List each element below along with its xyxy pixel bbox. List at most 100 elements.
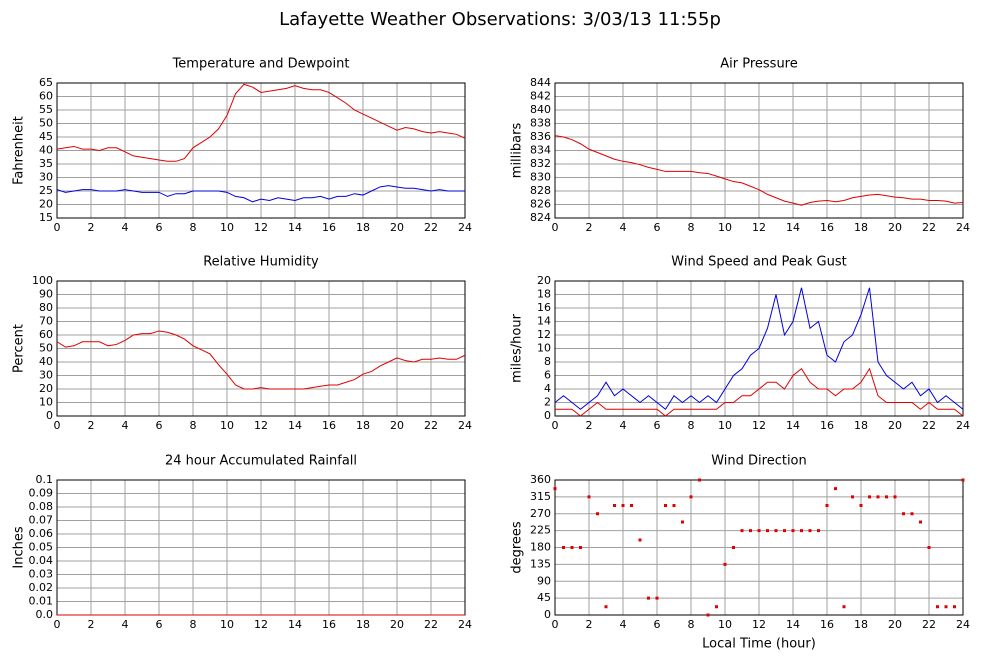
y-tick-label: 65 <box>39 76 53 89</box>
chart-title: Temperature and Dewpoint <box>172 57 350 72</box>
scatter-point <box>885 495 888 499</box>
chart-title: Air Pressure <box>720 57 798 72</box>
y-tick-label: 40 <box>39 355 53 368</box>
y-tick-label: 6 <box>544 369 551 382</box>
y-tick-label: 14 <box>537 315 551 328</box>
x-tick-label: 18 <box>854 419 868 432</box>
x-tick-label: 22 <box>922 221 936 234</box>
y-tick-label: 4 <box>544 382 551 395</box>
x-tick-label: 24 <box>458 221 472 234</box>
x-tick-label: 4 <box>620 419 627 432</box>
x-tick-label: 10 <box>718 221 732 234</box>
x-tick-label: 2 <box>88 618 95 631</box>
y-tick-label: 90 <box>537 574 551 587</box>
scatter-point <box>851 495 854 499</box>
chart-title: Wind Speed and Peak Gust <box>671 255 846 270</box>
x-tick-label: 18 <box>854 221 868 234</box>
scatter-point <box>587 495 591 499</box>
scatter-point <box>604 605 608 609</box>
chart-title: 24 hour Accumulated Rainfall <box>165 454 357 469</box>
scatter-point <box>638 538 642 542</box>
scatter-point <box>613 504 616 507</box>
x-tick-label: 24 <box>956 221 970 234</box>
scatter-point <box>842 605 846 609</box>
x-tick-label: 14 <box>786 419 800 432</box>
scatter-point <box>783 529 786 533</box>
x-tick-label: 6 <box>654 419 661 432</box>
y-tick-label: 0.07 <box>29 514 54 527</box>
x-tick-label: 0 <box>54 618 61 631</box>
x-tick-label: 0 <box>552 618 559 631</box>
x-tick-label: 24 <box>458 419 472 432</box>
plot-frame <box>554 479 964 616</box>
scatter-point <box>944 605 948 609</box>
y-tick-label: 824 <box>530 211 551 224</box>
x-tick-label: 20 <box>390 618 404 631</box>
scatter-point <box>740 529 744 533</box>
line-series <box>56 330 466 390</box>
x-tick-label: 24 <box>458 618 472 631</box>
x-tick-label: 18 <box>854 618 868 631</box>
y-tick-label: 180 <box>530 541 551 554</box>
scatter-point <box>664 504 667 507</box>
scatter-point <box>570 546 574 549</box>
x-tick-label: 10 <box>220 618 234 631</box>
scatter-point <box>859 504 863 507</box>
y-tick-label: 0 <box>544 608 551 621</box>
page-title: Lafayette Weather Observations: 3/03/13 … <box>279 9 721 30</box>
scatter-point <box>800 529 803 533</box>
scatter-point <box>893 495 897 499</box>
scatter-point <box>868 495 871 499</box>
y-tick-label: 55 <box>39 103 53 116</box>
y-tick-label: 840 <box>530 103 551 116</box>
x-tick-label: 24 <box>956 419 970 432</box>
y-tick-label: 20 <box>39 198 53 211</box>
y-tick-label: 0.0 <box>36 608 54 621</box>
x-tick-label: 6 <box>156 221 163 234</box>
x-tick-label: 6 <box>156 618 163 631</box>
x-tick-label: 12 <box>254 221 268 234</box>
x-tick-label: 22 <box>922 419 936 432</box>
x-tick-label: 18 <box>356 221 370 234</box>
y-tick-label: 270 <box>530 507 551 520</box>
y-tick-label: 360 <box>530 473 551 486</box>
x-tick-label: 10 <box>718 419 732 432</box>
x-tick-label: 8 <box>190 221 197 234</box>
scatter-point <box>732 546 735 549</box>
x-tick-label: 4 <box>122 618 129 631</box>
y-tick-label: 0.06 <box>29 527 54 540</box>
scatter-point <box>774 529 778 533</box>
y-tick-label: 0.1 <box>36 473 54 486</box>
scatter-point <box>834 487 837 491</box>
x-tick-label: 16 <box>820 221 834 234</box>
y-tick-label: 40 <box>39 144 53 157</box>
scatter-point <box>876 495 880 499</box>
y-tick-label: 50 <box>39 342 53 355</box>
scatter-point <box>630 504 633 507</box>
x-tick-label: 14 <box>786 618 800 631</box>
y-axis-label: miles/hour <box>510 313 525 382</box>
y-tick-label: 90 <box>39 288 53 301</box>
x-tick-label: 16 <box>322 618 336 631</box>
x-tick-label: 18 <box>356 618 370 631</box>
scatter-point <box>672 504 676 507</box>
x-tick-label: 12 <box>752 618 766 631</box>
x-tick-label: 8 <box>688 419 695 432</box>
scatter-point <box>808 529 812 533</box>
x-tick-label: 22 <box>424 221 438 234</box>
scatter-point <box>647 596 650 600</box>
scatter-point <box>553 487 557 491</box>
y-tick-label: 830 <box>530 171 551 184</box>
y-tick-label: 0.05 <box>29 541 54 554</box>
x-tick-label: 18 <box>356 419 370 432</box>
line-series <box>56 185 465 203</box>
y-tick-label: 100 <box>32 274 53 287</box>
scatter-point <box>621 504 625 507</box>
scatter-point <box>766 529 769 533</box>
y-tick-label: 10 <box>537 342 551 355</box>
scatter-point <box>919 520 922 524</box>
y-tick-label: 0 <box>544 409 551 422</box>
x-tick-label: 0 <box>54 419 61 432</box>
x-tick-label: 2 <box>586 419 593 432</box>
x-tick-label: 0 <box>552 419 559 432</box>
